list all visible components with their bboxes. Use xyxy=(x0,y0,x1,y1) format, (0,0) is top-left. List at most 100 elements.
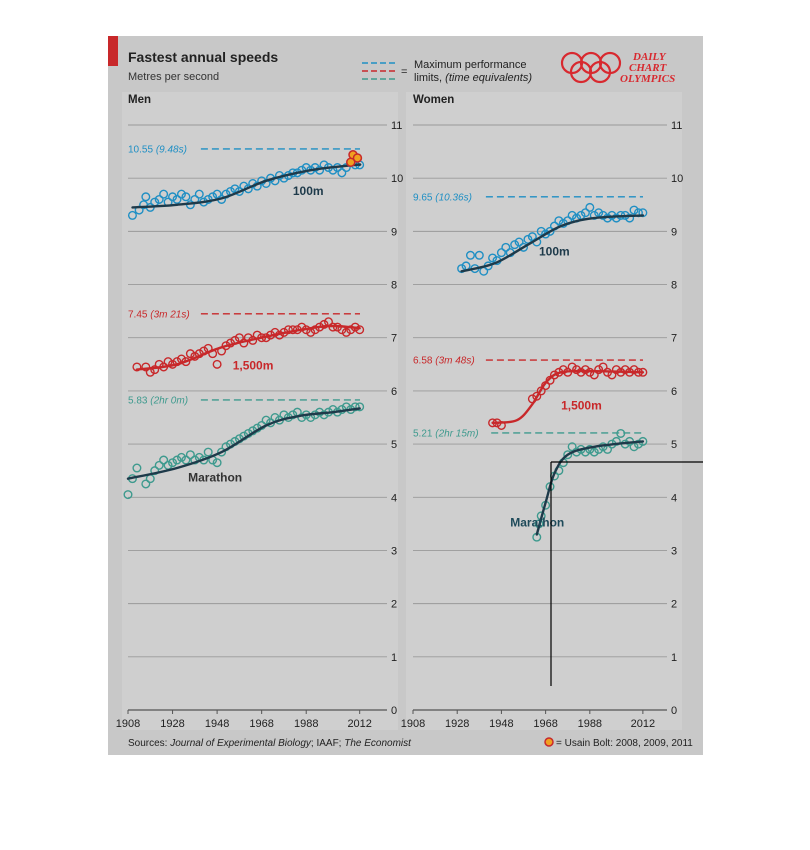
data-point xyxy=(234,186,244,196)
data-point xyxy=(168,192,178,202)
data-point xyxy=(212,458,222,468)
limit-time: (10.36s) xyxy=(435,192,472,203)
panel-title: Men xyxy=(128,94,151,106)
panel-women: Women 0 1 2 3 4 5 6 7 8 9 10 11 1908 1928 1948 1968 1988 2… xyxy=(401,94,683,730)
data-point xyxy=(141,479,151,489)
y-tick-label: 8 xyxy=(391,280,397,292)
y-tick-label: 1 xyxy=(391,652,397,664)
data-point xyxy=(532,391,542,401)
data-point xyxy=(176,189,186,199)
data-point xyxy=(132,463,142,473)
y-tick-label: 11 xyxy=(671,120,682,132)
data-point xyxy=(633,439,643,449)
y-tick-label: 11 xyxy=(391,120,402,132)
logo-text-3: OLYMPICS xyxy=(620,73,675,85)
data-point xyxy=(212,189,222,199)
data-point xyxy=(567,210,577,220)
limit-time: (2hr 15m) xyxy=(435,428,478,439)
y-tick-label: 4 xyxy=(391,492,397,504)
data-point xyxy=(496,248,506,258)
y-tick-label: 5 xyxy=(391,439,397,451)
y-tick-label: 6 xyxy=(391,386,397,398)
data-point xyxy=(611,213,621,223)
limit-time: (2hr 0m) xyxy=(150,395,188,406)
limit-label: 7.45 (3m 21s) xyxy=(128,309,190,320)
trend-line xyxy=(491,369,645,424)
y-tick-label: 5 xyxy=(671,439,677,451)
data-point xyxy=(589,447,599,457)
data-point xyxy=(567,442,577,452)
data-point xyxy=(194,189,204,199)
ring-icon xyxy=(588,60,612,84)
data-point xyxy=(572,365,582,375)
trend-line xyxy=(126,407,361,480)
data-point xyxy=(127,210,137,220)
source-economist: The Economist xyxy=(344,738,412,749)
data-point xyxy=(181,455,191,465)
accent-bar xyxy=(108,36,118,66)
data-point xyxy=(288,410,298,420)
data-point xyxy=(611,436,621,446)
limit-speed: 5.83 xyxy=(128,395,150,406)
limit-speed: 6.58 xyxy=(413,356,435,367)
data-point xyxy=(212,359,222,369)
limit-label: 10.55 (9.48s) xyxy=(128,144,187,155)
data-point xyxy=(168,458,178,468)
x-tick-label: 1988 xyxy=(294,718,318,730)
x-tick-label: 2012 xyxy=(347,718,371,730)
trend-line xyxy=(131,163,362,209)
y-tick-label: 8 xyxy=(671,280,677,292)
x-tick-label: 1908 xyxy=(401,718,425,730)
data-point xyxy=(297,322,307,332)
data-point xyxy=(355,402,365,412)
x-tick-label: 1908 xyxy=(116,718,140,730)
data-point xyxy=(536,226,546,236)
data-point xyxy=(319,410,329,420)
data-point xyxy=(629,365,639,375)
data-point xyxy=(261,415,271,425)
data-point xyxy=(341,327,351,337)
legend-label-1: Maximum performance xyxy=(414,59,526,71)
data-point xyxy=(488,253,498,263)
x-tick-label: 2012 xyxy=(631,718,655,730)
data-point xyxy=(310,325,320,335)
series-label: 1,500m xyxy=(233,359,274,373)
x-tick-label: 1968 xyxy=(249,718,273,730)
data-point xyxy=(185,349,195,359)
limit-time: (3m 48s) xyxy=(435,356,474,367)
data-point xyxy=(514,237,524,247)
legend-label-row2: limits, (time equivalents) xyxy=(414,72,532,84)
limit-label: 9.65 (10.36s) xyxy=(413,192,472,203)
data-point xyxy=(270,327,280,337)
x-tick-label: 1928 xyxy=(160,718,184,730)
data-point xyxy=(346,325,356,335)
limit-speed: 7.45 xyxy=(128,309,150,320)
data-point xyxy=(154,194,164,204)
chart-title: Fastest annual speeds xyxy=(128,49,278,65)
bolt-note: = Usain Bolt: 2008, 2009, 2011 xyxy=(556,738,693,749)
data-point xyxy=(580,208,590,218)
y-tick-label: 10 xyxy=(391,173,403,185)
series-label: Marathon xyxy=(510,516,564,530)
data-point xyxy=(558,365,568,375)
chart-subtitle: Metres per second xyxy=(128,71,219,83)
data-point xyxy=(283,325,293,335)
data-point xyxy=(141,192,151,202)
trend-line xyxy=(460,214,645,273)
y-tick-label: 9 xyxy=(671,226,677,238)
limit-time: (9.48s) xyxy=(156,144,187,155)
logo-text-2: CHART xyxy=(629,62,668,74)
data-point xyxy=(474,250,484,260)
data-point xyxy=(625,213,635,223)
data-point xyxy=(123,490,133,500)
data-point xyxy=(159,455,169,465)
limit-label: 5.21 (2hr 15m) xyxy=(413,428,479,439)
data-point xyxy=(629,205,639,215)
data-point xyxy=(585,202,595,212)
data-point xyxy=(527,232,537,242)
x-tick-label: 1948 xyxy=(489,718,513,730)
data-point xyxy=(465,250,475,260)
bolt-marker xyxy=(352,153,363,163)
data-point xyxy=(154,460,164,470)
